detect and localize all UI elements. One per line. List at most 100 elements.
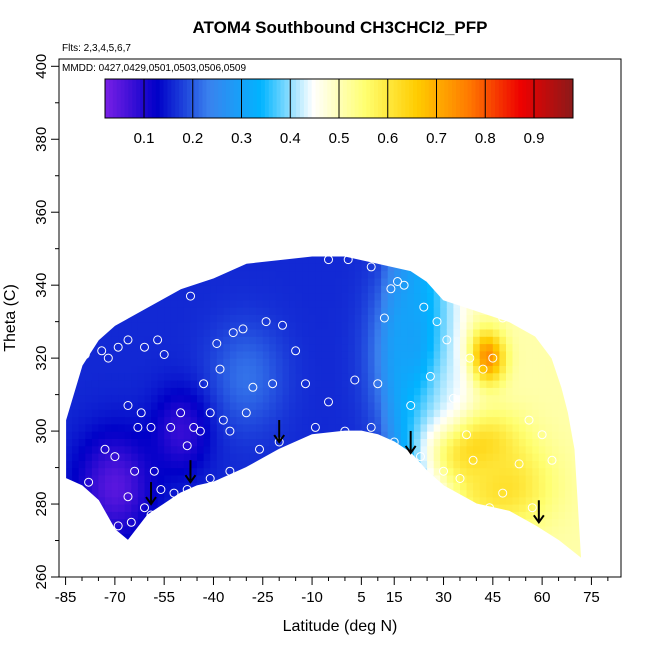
heatmap-cell	[479, 482, 487, 491]
heatmap-cell	[374, 489, 382, 498]
heatmap-cell	[335, 256, 343, 257]
heatmap-cell	[407, 401, 415, 410]
heatmap-cell	[348, 292, 356, 301]
heatmap-cell	[131, 562, 138, 570]
heatmap-cell	[446, 401, 454, 410]
profile-arrows	[145, 420, 545, 525]
heatmap-cell	[223, 380, 231, 388]
heatmap-cell	[229, 336, 238, 345]
heatmap-cell	[275, 482, 284, 491]
heatmap-cell	[243, 307, 251, 315]
heatmap-cell	[506, 321, 514, 330]
heatmap-cell	[525, 307, 533, 315]
heatmap-cell	[466, 270, 474, 279]
heatmap-cell	[499, 460, 507, 469]
heatmap-cell	[118, 372, 126, 381]
heatmap-cell	[440, 496, 448, 505]
heatmap-cell	[295, 358, 303, 366]
heatmap-cell	[282, 504, 290, 512]
heatmap-cell	[216, 416, 224, 425]
heatmap-cell	[98, 343, 106, 352]
heatmap-cell	[532, 401, 540, 410]
heatmap-cell	[558, 460, 566, 469]
heatmap-cell	[256, 270, 264, 279]
heatmap-cell	[262, 299, 270, 308]
heatmap-cell	[440, 277, 448, 286]
heatmap-cell	[243, 358, 251, 366]
heatmap-cell	[275, 328, 284, 337]
colorbar-tick-label: 0.9	[524, 130, 545, 147]
heatmap-cell	[348, 511, 356, 520]
heatmap-cell	[571, 270, 579, 279]
heatmap-cell	[433, 380, 441, 388]
heatmap-cell	[381, 445, 389, 454]
heatmap-cell	[85, 540, 93, 549]
heatmap-cell	[65, 555, 67, 559]
x-tick-label: -40	[203, 589, 225, 606]
heatmap-cell	[302, 533, 310, 542]
heatmap-cell	[223, 314, 231, 323]
heatmap-cell	[177, 387, 185, 396]
heatmap-cell	[164, 401, 172, 410]
heatmap-cell	[72, 511, 80, 520]
heatmap-cell	[486, 445, 494, 454]
heatmap-cell	[348, 533, 356, 542]
heatmap-cell	[335, 358, 343, 366]
heatmap-cell	[177, 562, 184, 570]
heatmap-cell	[354, 314, 362, 323]
heatmap-cell	[348, 547, 356, 556]
heatmap-cell	[157, 460, 165, 469]
heatmap-cell	[552, 416, 560, 425]
heatmap-cell	[295, 453, 303, 461]
heatmap-cell	[578, 256, 582, 264]
heatmap-cell	[275, 270, 284, 279]
heatmap-cell	[512, 372, 520, 381]
heatmap-cell	[492, 270, 500, 279]
heatmap-cell	[538, 518, 546, 527]
heatmap-cell	[552, 401, 560, 410]
heatmap-cell	[203, 453, 211, 461]
heatmap-cell	[145, 562, 152, 570]
heatmap-cell	[177, 380, 185, 388]
heatmap-cell	[492, 489, 500, 498]
heatmap-cell	[243, 460, 251, 469]
heatmap-cell	[275, 314, 284, 323]
heatmap-cell	[197, 350, 205, 359]
heatmap-cell	[341, 533, 349, 542]
heatmap-cell	[394, 474, 402, 483]
heatmap-cell	[223, 431, 231, 439]
heatmap-cell	[519, 409, 527, 418]
heatmap-cell	[525, 372, 533, 381]
heatmap-cell	[197, 263, 205, 272]
heatmap-cell	[545, 547, 553, 556]
colorbar-segment	[397, 79, 402, 118]
heatmap-cell	[262, 372, 270, 381]
heatmap-cell	[118, 453, 126, 461]
heatmap-cell	[460, 321, 468, 330]
heatmap-cell	[486, 256, 494, 257]
heatmap-cell	[177, 336, 185, 345]
heatmap-cell	[65, 540, 73, 549]
heatmap-cell	[72, 474, 80, 483]
heatmap-cell	[585, 541, 592, 549]
heatmap-cell	[394, 321, 402, 330]
heatmap-cell	[413, 365, 422, 374]
heatmap-cell	[282, 350, 290, 359]
heatmap-cell	[157, 453, 165, 461]
heatmap-cell	[420, 547, 428, 556]
heatmap-cell	[223, 482, 231, 491]
sample-point	[547, 455, 557, 465]
heatmap-cell	[72, 314, 80, 323]
heatmap-cell	[486, 343, 494, 352]
heatmap-cell	[65, 350, 67, 359]
heatmap-cell	[78, 540, 86, 549]
heatmap-cell	[558, 292, 566, 301]
heatmap-cell	[558, 453, 566, 461]
heatmap-cell	[400, 518, 408, 527]
heatmap-cell	[283, 562, 290, 570]
heatmap-cell	[578, 256, 582, 257]
heatmap-cell	[236, 380, 244, 388]
heatmap-cell	[210, 394, 218, 403]
heatmap-cell	[131, 343, 139, 352]
heatmap-cell	[407, 562, 414, 570]
